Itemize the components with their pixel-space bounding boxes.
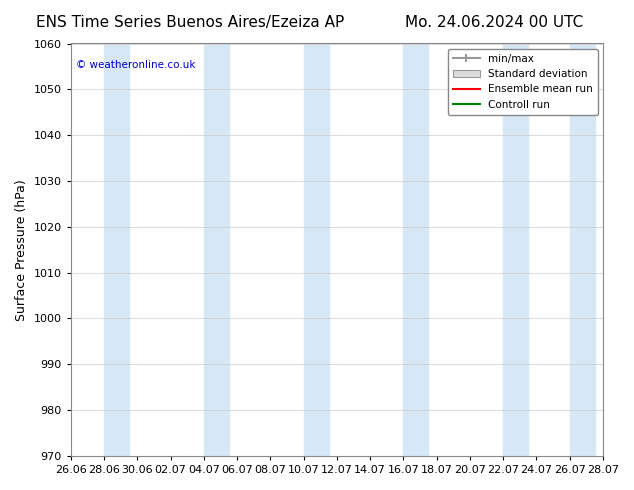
Bar: [503, 44, 528, 456]
Text: ENS Time Series Buenos Aires/Ezeiza AP: ENS Time Series Buenos Aires/Ezeiza AP: [36, 15, 344, 30]
Bar: [304, 44, 328, 456]
Legend: min/max, Standard deviation, Ensemble mean run, Controll run: min/max, Standard deviation, Ensemble me…: [448, 49, 598, 115]
Bar: [403, 44, 429, 456]
Text: Mo. 24.06.2024 00 UTC: Mo. 24.06.2024 00 UTC: [405, 15, 584, 30]
Text: © weatheronline.co.uk: © weatheronline.co.uk: [76, 60, 195, 70]
Bar: [570, 44, 595, 456]
Y-axis label: Surface Pressure (hPa): Surface Pressure (hPa): [15, 179, 28, 320]
Bar: [204, 44, 229, 456]
Bar: [104, 44, 129, 456]
